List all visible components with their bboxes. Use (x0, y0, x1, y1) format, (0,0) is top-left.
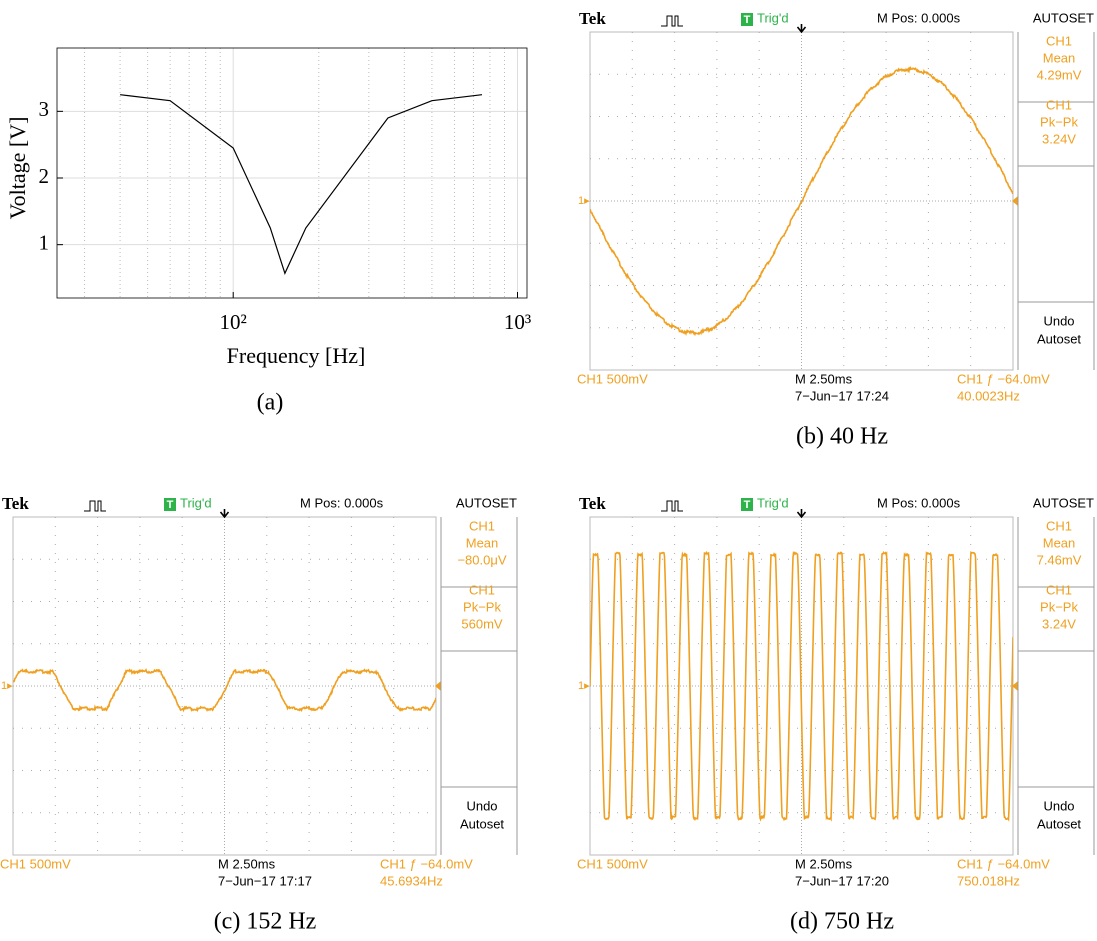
measurement-readout: Pk−Pk (463, 599, 501, 614)
undo-button: Autoset (460, 816, 504, 831)
scope: Tek T Trig'd M Pos: 0.000s AUTOSET 1▸ CH1 Mean 4… (577, 9, 1094, 404)
timestamp: 7−Jun−17 17:24 (795, 388, 889, 403)
y-axis-label: Voltage [V] (5, 117, 30, 220)
pulse-icon (661, 16, 683, 26)
trigger-state: Trig'd (180, 495, 212, 510)
channel-marker: 1▸ (578, 195, 590, 207)
position: M Pos: 0.000s (877, 495, 961, 510)
measurement-readout: 7.46mV (1037, 552, 1082, 567)
scope: Tek T Trig'd M Pos: 0.000s AUTOSET 1▸ CH1 Mean −… (0, 494, 517, 889)
x-tick-label: 10² (220, 310, 247, 334)
measurement-readout: Mean (1043, 535, 1076, 550)
undo-button: Undo (1043, 313, 1074, 328)
caption: (b) 40 Hz (796, 424, 888, 450)
timebase: M 2.50ms (795, 371, 853, 386)
measurement-readout: 4.29mV (1037, 67, 1082, 82)
frequency: 45.6934Hz (380, 873, 443, 888)
frequency: 40.0023Hz (957, 388, 1020, 403)
timebase: M 2.50ms (218, 856, 276, 871)
line (120, 95, 482, 274)
y-tick-label: 2 (39, 164, 50, 188)
pulse-icon (661, 501, 683, 511)
x-tick-label: 10³ (504, 310, 531, 334)
figure: 10² 10³ 1 2 3 Frequency [Hz] Voltage [V] (a) Tek… (0, 0, 1097, 941)
trigger-level: CH1 ƒ −64.0mV (380, 856, 473, 871)
caption: (a) (257, 390, 284, 416)
channel-marker: 1▸ (1, 680, 13, 692)
measurement-readout: Mean (1043, 50, 1076, 65)
undo-button: Autoset (1037, 331, 1081, 346)
measurement-readout: CH1 (469, 582, 495, 597)
trigger-position-marker (798, 24, 806, 32)
position: M Pos: 0.000s (877, 10, 961, 25)
x-axis-label: Frequency [Hz] (227, 343, 366, 368)
caption: (d) 750 Hz (790, 909, 894, 935)
trigger-state: Trig'd (757, 10, 789, 25)
timestamp: 7−Jun−17 17:17 (218, 873, 312, 888)
undo-button: Undo (466, 798, 497, 813)
timebase: M 2.50ms (795, 856, 853, 871)
menu-title: AUTOSET (1033, 495, 1094, 510)
plot-frame (57, 48, 527, 298)
y-tick-label: 1 (39, 230, 50, 254)
trigger-level: CH1 ƒ −64.0mV (957, 371, 1050, 386)
channel-scale: CH1 500mV (577, 856, 648, 871)
measurement-readout: CH1 (1046, 97, 1072, 112)
measurement-readout: −80.0μV (457, 552, 506, 567)
pulse-icon (84, 501, 106, 511)
measurement-readout: Pk−Pk (1040, 114, 1078, 129)
trigger-level: CH1 ƒ −64.0mV (957, 856, 1050, 871)
y-tick-label: 3 (39, 97, 50, 121)
brand: Tek (579, 9, 606, 28)
brand: Tek (2, 494, 29, 513)
undo-button: Autoset (1037, 816, 1081, 831)
brand: Tek (579, 494, 606, 513)
frequency: 750.018Hz (957, 873, 1020, 888)
measurement-readout: CH1 (1046, 33, 1072, 48)
measurement-readout: Pk−Pk (1040, 599, 1078, 614)
trigger-icon: T (167, 499, 174, 511)
scope: Tek T Trig'd M Pos: 0.000s AUTOSET 1▸ CH1 Mean 7… (577, 494, 1094, 889)
undo-button: Undo (1043, 798, 1074, 813)
measurement-readout: CH1 (1046, 582, 1072, 597)
measurement-readout: 3.24V (1042, 131, 1076, 146)
measurement-readout: CH1 (469, 518, 495, 533)
chart-a: 10² 10³ 1 2 3 Frequency [Hz] Voltage [V] (a) (5, 48, 531, 416)
caption: (c) 152 Hz (214, 909, 317, 935)
channel-marker: 1▸ (578, 680, 590, 692)
timestamp: 7−Jun−17 17:20 (795, 873, 889, 888)
trigger-icon: T (744, 499, 751, 511)
measurement-readout: CH1 (1046, 518, 1072, 533)
menu-title: AUTOSET (1033, 10, 1094, 25)
measurement-readout: 3.24V (1042, 616, 1076, 631)
measurement-readout: Mean (466, 535, 499, 550)
trigger-position-marker (798, 509, 806, 517)
channel-scale: CH1 500mV (577, 371, 648, 386)
measurement-readout: 560mV (461, 616, 503, 631)
trigger-state: Trig'd (757, 495, 789, 510)
position: M Pos: 0.000s (300, 495, 384, 510)
trigger-icon: T (744, 14, 751, 26)
menu-title: AUTOSET (456, 495, 517, 510)
trigger-position-marker (221, 509, 229, 517)
channel-scale: CH1 500mV (0, 856, 71, 871)
